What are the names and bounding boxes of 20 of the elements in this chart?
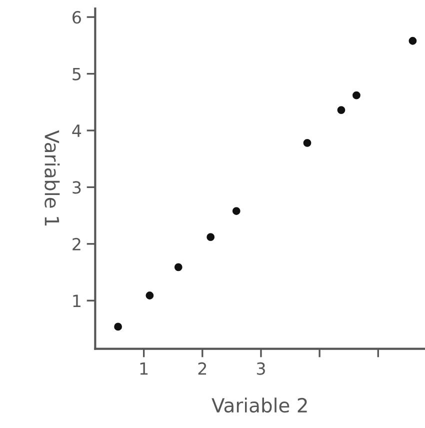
point: [146, 292, 154, 300]
y-tick-label: 3: [72, 181, 81, 194]
y-axis-title: Variable 1: [44, 130, 60, 226]
point: [206, 233, 215, 242]
x-axis-title: Variable 2: [212, 398, 307, 413]
point: [174, 263, 182, 272]
point: [337, 106, 346, 114]
point: [303, 139, 312, 147]
y-tick-label: 6: [72, 11, 81, 24]
x-tick-label: 2: [198, 362, 206, 375]
x-tick-label: 1: [140, 362, 148, 375]
point: [408, 36, 417, 45]
y-tick-label: 1: [73, 294, 80, 307]
x-tick-label: 3: [256, 362, 265, 375]
point: [352, 91, 360, 100]
y-tick-label: 5: [72, 68, 81, 80]
y-tick-label: 2: [72, 238, 80, 250]
point: [114, 322, 122, 331]
point: [232, 207, 240, 215]
y-tick-label: 4: [72, 124, 82, 137]
